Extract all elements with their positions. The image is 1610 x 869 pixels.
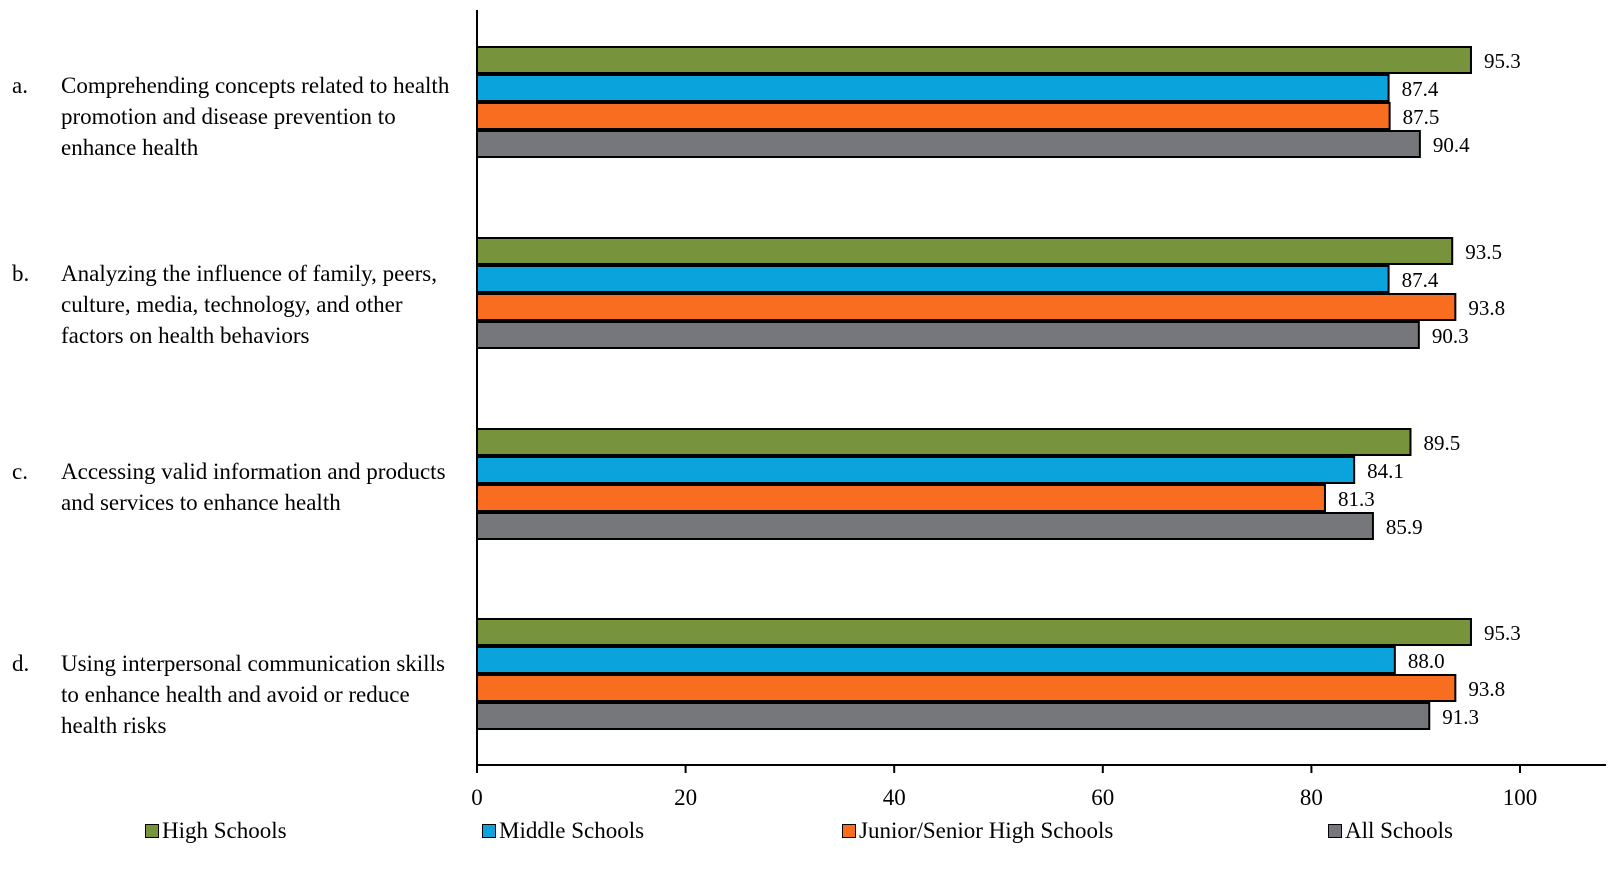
legend-item-junior-senior-high-schools: Junior/Senior High Schools <box>842 818 1113 844</box>
bar-middle-schools-2 <box>476 265 1390 293</box>
legend-label-middle-schools: Middle Schools <box>499 818 645 843</box>
bar-high-schools-3 <box>476 428 1412 456</box>
x-axis-ticks: 0 20 40 60 80 100 <box>471 765 1537 810</box>
legend-label-junior-senior-high-schools: Junior/Senior High Schools <box>859 818 1114 843</box>
bar-middle-schools-1 <box>476 74 1390 102</box>
value-label-high-schools-2: 93.5 <box>1465 240 1502 264</box>
value-label-high-schools-4: 95.3 <box>1484 621 1521 645</box>
x-tick-label-0: 0 <box>471 785 483 810</box>
bar-high-schools-4 <box>476 618 1472 646</box>
x-tick-label-40: 40 <box>883 785 906 810</box>
value-labels-layer: 95.3 87.4 87.5 90.4 93.5 87.4 93.8 90.3 89.5 84.1… <box>1338 49 1521 729</box>
category-text: Analyzing the influence of family, peers… <box>61 261 437 348</box>
legend-swatch-junior-senior-high-schools <box>842 824 856 838</box>
legend-item-all-schools: All Schools <box>1328 818 1453 844</box>
bar-middle-schools-4 <box>476 646 1396 674</box>
bar-all-schools-2 <box>476 321 1420 349</box>
value-label-high-schools-3: 89.5 <box>1423 431 1460 455</box>
x-tick-label-100: 100 <box>1503 785 1538 810</box>
bar-middle-schools-3 <box>476 456 1356 484</box>
category-letter: b. <box>12 261 30 286</box>
category-text: Using interpersonal communication skills… <box>61 651 445 738</box>
value-label-middle-schools-3: 84.1 <box>1367 459 1404 483</box>
legend: High Schools Middle Schools Junior/Senio… <box>0 818 1610 848</box>
category-text: Comprehending concepts related to health… <box>61 73 450 160</box>
legend-item-high-schools: High Schools <box>145 818 287 844</box>
legend-item-middle-schools: Middle Schools <box>482 818 644 844</box>
bars-layer <box>476 46 1472 730</box>
category-letter: c. <box>12 459 28 484</box>
value-label-junior-senior-high-schools-2: 93.8 <box>1468 296 1505 320</box>
x-tick-label-80: 80 <box>1300 785 1323 810</box>
x-tick-label-60: 60 <box>1091 785 1114 810</box>
value-label-middle-schools-4: 88.0 <box>1408 649 1445 673</box>
legend-label-all-schools: All Schools <box>1345 818 1453 843</box>
legend-swatch-all-schools <box>1328 824 1342 838</box>
value-label-middle-schools-1: 87.4 <box>1402 77 1439 101</box>
bar-all-schools-1 <box>476 130 1421 158</box>
bar-high-schools-2 <box>476 237 1454 265</box>
legend-swatch-middle-schools <box>482 824 496 838</box>
value-label-high-schools-1: 95.3 <box>1484 49 1521 73</box>
category-letter: a. <box>12 73 28 98</box>
value-label-all-schools-2: 90.3 <box>1432 324 1469 348</box>
bar-high-schools-1 <box>476 46 1472 74</box>
value-label-junior-senior-high-schools-4: 93.8 <box>1468 677 1505 701</box>
category-letter: d. <box>12 651 30 676</box>
legend-swatch-high-schools <box>145 824 159 838</box>
bar-all-schools-4 <box>476 702 1431 730</box>
value-label-all-schools-1: 90.4 <box>1433 133 1470 157</box>
value-label-junior-senior-high-schools-1: 87.5 <box>1403 105 1440 129</box>
category-text: Accessing valid information and products… <box>61 459 446 515</box>
bar-junior-senior-high-schools-4 <box>476 674 1457 702</box>
bar-all-schools-3 <box>476 512 1374 540</box>
bar-junior-senior-high-schools-1 <box>476 102 1391 130</box>
bar-junior-senior-high-schools-3 <box>476 484 1326 512</box>
x-tick-label-20: 20 <box>674 785 697 810</box>
value-label-all-schools-4: 91.3 <box>1442 705 1479 729</box>
legend-label-high-schools: High Schools <box>162 818 287 843</box>
bar-junior-senior-high-schools-2 <box>476 293 1457 321</box>
value-label-middle-schools-2: 87.4 <box>1402 268 1439 292</box>
value-label-all-schools-3: 85.9 <box>1386 515 1423 539</box>
value-label-junior-senior-high-schools-3: 81.3 <box>1338 487 1375 511</box>
